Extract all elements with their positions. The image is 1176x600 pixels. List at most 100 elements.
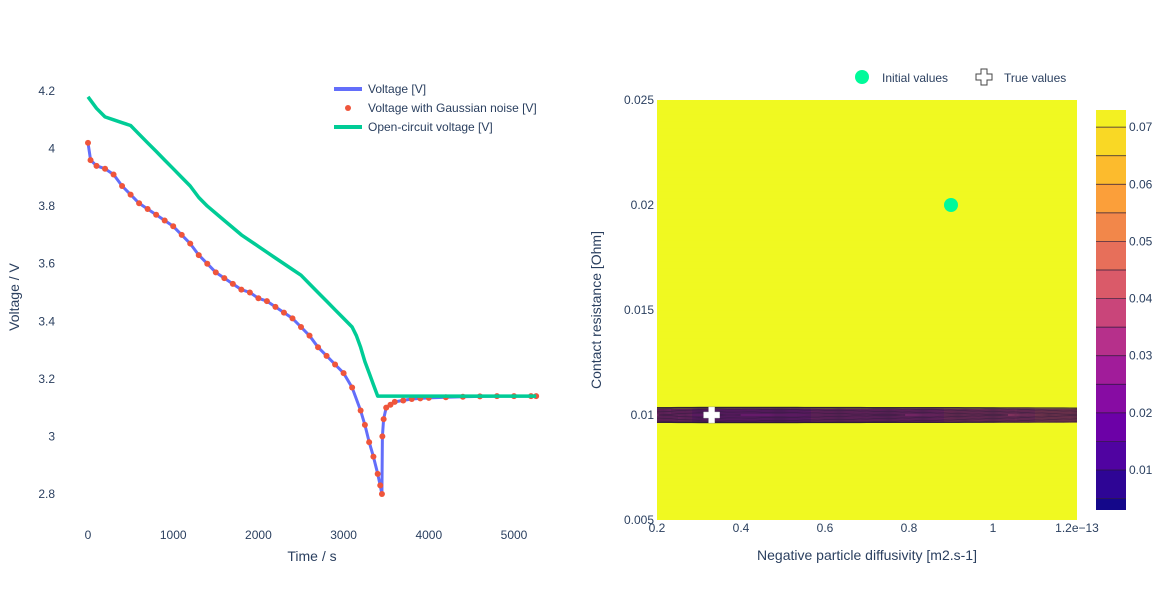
- contour-cell: [692, 240, 700, 248]
- contour-cell: [678, 121, 686, 129]
- contour-cell: [790, 429, 798, 437]
- contour-cell: [902, 296, 910, 304]
- contour-cell: [1021, 387, 1029, 395]
- contour-cell: [678, 394, 686, 402]
- contour-cell: [762, 303, 770, 311]
- contour-cell: [811, 338, 819, 346]
- contour-cell: [1035, 247, 1043, 255]
- contour-cell: [1028, 436, 1036, 444]
- contour-cell: [692, 359, 700, 367]
- contour-cell: [685, 345, 693, 353]
- legend-label-0[interactable]: Voltage [V]: [368, 82, 426, 96]
- contour-cell: [1028, 121, 1036, 129]
- contour-cell: [741, 422, 749, 430]
- contour-cell: [804, 506, 812, 514]
- left-legend[interactable]: Voltage [V] Voltage with Gaussian noise […: [334, 82, 537, 134]
- contour-cell: [951, 422, 959, 430]
- contour-cell: [930, 261, 938, 269]
- contour-cell: [1000, 135, 1008, 143]
- contour-cell: [909, 380, 917, 388]
- contour-cell: [734, 345, 742, 353]
- contour-cell: [762, 324, 770, 332]
- contour-cell: [902, 338, 910, 346]
- contour-cell: [776, 331, 784, 339]
- contour-cell: [1007, 499, 1015, 507]
- contour-cell: [860, 317, 868, 325]
- series-line-2: [86, 95, 537, 398]
- contour-cell: [713, 359, 721, 367]
- contour-cell: [951, 254, 959, 262]
- noise-point: [178, 231, 185, 238]
- contour-cell: [678, 107, 686, 115]
- contour-cell: [783, 268, 791, 276]
- contour-cell: [706, 443, 714, 451]
- legend-true-values-label[interactable]: True values: [1004, 71, 1066, 85]
- contour-cell: [832, 219, 840, 227]
- contour-cell: [1049, 471, 1057, 479]
- contour-cell: [685, 359, 693, 367]
- contour-cell: [1056, 359, 1064, 367]
- left-y-tick-label: 2.8: [38, 487, 55, 501]
- contour-cell: [930, 149, 938, 157]
- contour-cell: [937, 191, 945, 199]
- contour-cell: [755, 338, 763, 346]
- contour-cell: [853, 345, 861, 353]
- contour-cell: [1014, 401, 1022, 409]
- contour-cell: [797, 345, 805, 353]
- contour-cell: [776, 170, 784, 178]
- contour-cell: [741, 289, 749, 297]
- contour-cell: [951, 184, 959, 192]
- initial-values-marker[interactable]: [944, 198, 958, 212]
- contour-cell: [811, 219, 819, 227]
- contour-cell: [664, 345, 672, 353]
- contour-cell: [839, 401, 847, 409]
- contour-cell: [685, 163, 693, 171]
- contour-cell: [755, 464, 763, 472]
- true-values-marker[interactable]: [703, 406, 720, 424]
- contour-cell: [1070, 324, 1077, 332]
- contour-cell: [1021, 198, 1029, 206]
- contour-cell: [958, 492, 966, 500]
- legend-label-1[interactable]: Voltage with Gaussian noise [V]: [368, 101, 537, 115]
- colorbar-band: [1096, 184, 1126, 213]
- contour-cell: [769, 170, 777, 178]
- contour-cell: [762, 359, 770, 367]
- contour-cell: [1063, 100, 1071, 108]
- contour-cell: [713, 191, 721, 199]
- contour-cell: [734, 464, 742, 472]
- contour-cell: [916, 478, 924, 486]
- contour-cell: [790, 149, 798, 157]
- contour-cell: [727, 233, 735, 241]
- contour-markers[interactable]: [703, 198, 958, 424]
- contour-cell: [874, 317, 882, 325]
- contour-cell: [888, 317, 896, 325]
- legend-label-2[interactable]: Open-circuit voltage [V]: [368, 120, 493, 134]
- contour-cell: [867, 366, 875, 374]
- right-legend[interactable]: Initial values True values: [855, 68, 1066, 86]
- contour-cell: [972, 303, 980, 311]
- contour-cell: [1007, 268, 1015, 276]
- contour-cell: [853, 303, 861, 311]
- contour-cell: [818, 464, 826, 472]
- contour-cell: [923, 387, 931, 395]
- contour-cell: [720, 436, 728, 444]
- contour-cell: [755, 429, 763, 437]
- contour-cell: [1021, 240, 1029, 248]
- contour-cell: [755, 352, 763, 360]
- contour-cell: [678, 296, 686, 304]
- contour-cell: [944, 513, 952, 520]
- contour-cell: [727, 394, 735, 402]
- contour-cell: [986, 352, 994, 360]
- contour-cell: [1000, 345, 1008, 353]
- contour-cell: [790, 156, 798, 164]
- contour-cell: [895, 366, 903, 374]
- contour-cell: [874, 303, 882, 311]
- contour-cell: [1028, 429, 1036, 437]
- contour-cell: [699, 359, 707, 367]
- contour-cell: [923, 100, 931, 108]
- contour-cell: [839, 219, 847, 227]
- contour-cell: [1056, 513, 1064, 520]
- contour-cell: [944, 338, 952, 346]
- legend-initial-values-label[interactable]: Initial values: [882, 71, 948, 85]
- contour-cell: [818, 331, 826, 339]
